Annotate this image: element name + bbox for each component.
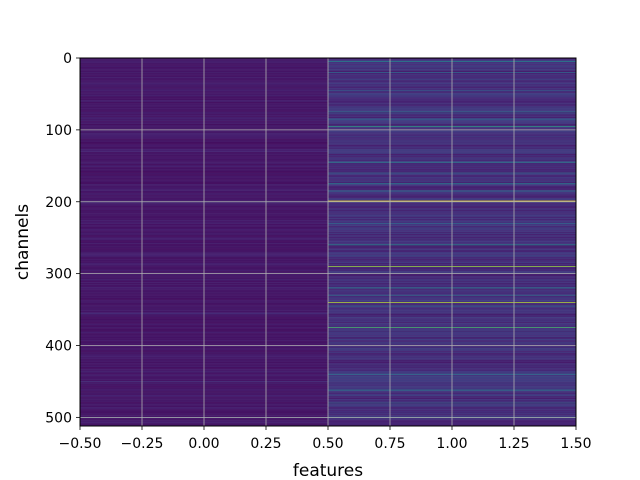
- x-tick-label: 1.50: [560, 436, 591, 452]
- y-tick-label: 300: [45, 267, 72, 283]
- x-tick-label: −0.50: [59, 436, 102, 452]
- y-tick-label: 500: [45, 410, 72, 426]
- x-tick-label: 0.25: [250, 436, 281, 452]
- y-tick-label: 200: [45, 195, 72, 211]
- y-tick-label: 100: [45, 123, 72, 139]
- y-tick-label: 0: [63, 51, 72, 67]
- y-axis-label: channels: [13, 204, 33, 280]
- y-axis: 0 100 200 300 400 500: [45, 51, 80, 426]
- x-tick-label: 1.00: [436, 436, 467, 452]
- x-axis-label: features: [293, 461, 363, 480]
- x-axis: −0.50 −0.25 0.00 0.25 0.50 0.75 1.00 1.25 1.50: [59, 426, 592, 452]
- x-tick-label: 1.25: [498, 436, 529, 452]
- x-tick-label: 0.75: [374, 436, 405, 452]
- x-tick-label: 0.50: [312, 436, 343, 452]
- y-tick-label: 400: [45, 339, 72, 355]
- x-tick-label: 0.00: [188, 436, 219, 452]
- x-tick-label: −0.25: [121, 436, 164, 452]
